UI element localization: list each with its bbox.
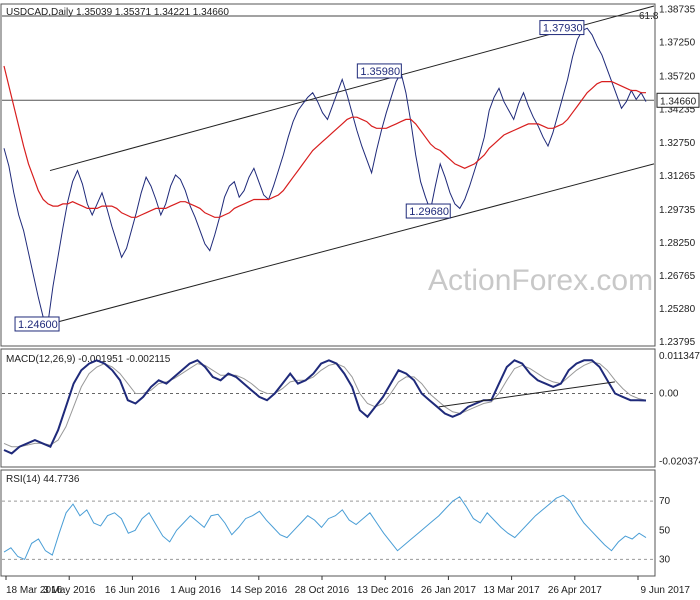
rsi-y-tick: 70 [659,496,671,507]
rsi-panel-frame [0,469,656,577]
current-price-tag-box [656,92,700,108]
x-tick-label: 26 Jan 2017 [421,585,476,596]
price-y-tick: 1.38735 [659,5,696,16]
annotation-1.35980: 1.35980 [356,63,402,79]
macd-trendline [438,381,615,408]
macd-lines [2,359,654,455]
rsi-y-tick: 30 [659,554,671,565]
price-y-tick: 1.25280 [659,304,696,315]
x-tick-label: 14 Sep 2016 [230,585,287,596]
annotation-text: 1.35980 [360,66,400,78]
macd-panel-title: MACD(12,26,9) -0.001951 -0.002115 [6,354,171,365]
price-y-tick: 1.26765 [659,271,696,282]
x-tick-label: 3 May 2016 [43,585,96,596]
x-tick-label: 9 Jun 2017 [641,585,691,596]
annotation-text: 1.24600 [18,319,58,331]
channel-lower-line [49,163,655,325]
annotation-1.24600: 1.24600 [14,316,60,332]
price-grid: 1.34660 [2,15,700,108]
annotation-text: 1.29680 [409,206,449,218]
price-y-tick: 1.31265 [659,171,696,182]
rsi-series-rsi [3,494,647,561]
price-y-tick: 1.34235 [659,105,696,116]
price-y-tick: 1.37250 [659,38,696,49]
macd-panel: MACD(12,26,9) -0.001951 -0.002115 0.0113… [0,348,700,468]
price-y-tick: 1.29735 [659,205,696,216]
price-y-ticks: 1.38735 1.37250 1.35720 1.34235 1.32750 1.312… [659,5,696,348]
x-tick-label: 13 Dec 2016 [357,585,414,596]
price-panel-title: USDCAD,Daily 1.35039 1.35371 1.34221 1.3… [6,7,229,18]
price-panel: USDCAD,Daily 1.35039 1.35371 1.34221 1.3… [0,3,700,348]
annotation-box [356,63,402,79]
macd-y-tick: 0.011347 [659,351,700,362]
annotation-box [405,203,451,219]
price-series-ema [3,65,646,218]
price-panel-frame [0,3,656,347]
annotation-1.37930: 1.37930 [539,20,585,36]
macd-series-signal [3,361,647,448]
rsi-y-tick: 50 [659,525,671,536]
x-tick-label: 28 Oct 2016 [295,585,350,596]
current-price-tag-text: 1.34660 [660,96,697,107]
rsi-panel-title: RSI(14) 44.7736 [6,474,80,485]
x-tick-label: 18 Mar 2016 [6,585,63,596]
price-series-close [3,27,647,323]
annotation-1.29680: 1.29680 [405,203,451,219]
x-tick-label: 16 Jun 2016 [105,585,160,596]
macd-y-tick: 0.00 [659,389,679,400]
x-tick-label: 13 Mar 2017 [484,585,541,596]
x-tick-label: 26 Apr 2017 [548,585,602,596]
price-y-tick: 1.35720 [659,72,696,83]
price-y-tick: 1.28250 [659,238,696,249]
macd-series-macd [3,359,647,455]
price-annotations: 1.24600 1.35980 1.29680 1.37930 [14,20,585,332]
price-y-tick: 1.32750 [659,138,696,149]
annotation-text: 1.37930 [543,23,583,35]
rsi-lines [2,494,654,561]
macd-y-ticks: 0.011347 0.00 -0.020374 [659,351,700,468]
watermark-text: ActionForex.com [428,264,653,297]
price-y-tick: 1.23795 [659,337,696,348]
x-tick-label: 1 Aug 2016 [170,585,221,596]
macd-panel-frame [0,348,656,468]
rsi-y-ticks: 70 50 30 [659,496,671,565]
annotation-box [14,316,60,332]
current-price-tag: 1.34660 [656,92,700,108]
macd-y-tick: -0.020374 [659,456,700,467]
price-lines [3,5,655,325]
rsi-panel: RSI(14) 44.7736 70 50 30 [0,469,671,577]
annotation-box [539,20,585,36]
